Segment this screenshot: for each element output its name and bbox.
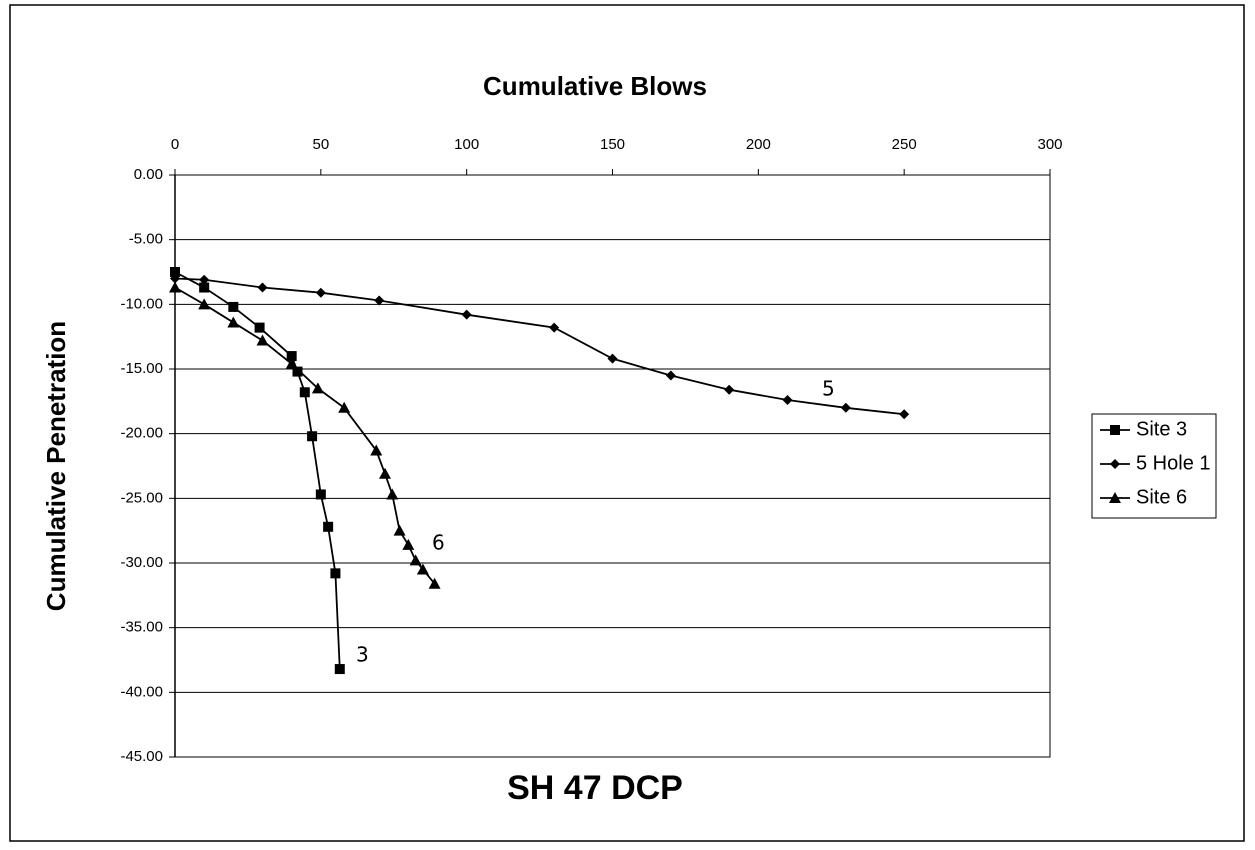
data-point	[285, 357, 298, 369]
data-point	[199, 274, 210, 285]
y-tick-label: -20.00	[120, 425, 163, 442]
legend-marker	[1109, 492, 1121, 503]
data-point	[256, 334, 269, 346]
data-point	[292, 366, 303, 377]
data-point	[379, 467, 391, 479]
data-point	[257, 282, 268, 293]
annotation: 5	[822, 377, 835, 401]
data-point	[370, 444, 383, 456]
data-point	[409, 554, 422, 566]
legend-marker	[1110, 459, 1120, 469]
legend-label: 5 Hole 1	[1136, 452, 1211, 474]
x-tick-label: 100	[454, 136, 479, 153]
y-tick-label: -35.00	[120, 619, 163, 636]
data-point	[782, 395, 793, 406]
data-point	[170, 273, 180, 284]
data-point	[840, 402, 851, 413]
x-tick-label: 0	[171, 136, 179, 153]
y-tick-label: -45.00	[120, 748, 163, 765]
data-point	[254, 322, 265, 333]
data-point	[315, 287, 326, 298]
data-point	[607, 353, 618, 364]
x-axis-title: Cumulative Blows	[483, 71, 707, 101]
x-tick-label: 50	[312, 136, 329, 153]
data-point	[228, 301, 239, 312]
data-point	[393, 524, 406, 536]
legend-marker	[1110, 425, 1120, 435]
annotation: 6	[432, 531, 445, 555]
data-point	[899, 409, 910, 420]
data-point	[330, 568, 341, 579]
data-point	[461, 309, 472, 320]
data-point	[428, 577, 441, 589]
data-point	[549, 322, 560, 333]
legend-label: Site 3	[1136, 418, 1187, 440]
data-point	[724, 384, 735, 395]
y-tick-label: -10.00	[120, 295, 163, 312]
data-point	[286, 351, 297, 362]
data-point	[334, 664, 345, 675]
data-point	[665, 370, 676, 381]
x-tick-label: 300	[1037, 136, 1062, 153]
data-point	[198, 298, 211, 310]
data-point	[311, 382, 324, 394]
data-point	[307, 431, 318, 442]
y-axis-title: Cumulative Penetration	[41, 321, 71, 611]
data-point	[170, 267, 180, 277]
x-tick-label: 200	[746, 136, 771, 153]
data-point	[227, 316, 240, 328]
data-point	[299, 387, 310, 398]
data-point	[315, 489, 326, 500]
data-point	[386, 488, 399, 500]
y-tick-label: -15.00	[120, 360, 163, 377]
annotation: 3	[356, 643, 369, 667]
data-point	[323, 521, 334, 532]
data-point	[199, 282, 210, 293]
chart-frame	[9, 4, 1245, 842]
x-tick-label: 250	[892, 136, 917, 153]
y-tick-label: 0.00	[134, 166, 163, 183]
data-point	[416, 563, 429, 575]
y-tick-label: -30.00	[120, 554, 163, 571]
data-point	[169, 281, 181, 293]
y-tick-label: -40.00	[120, 683, 163, 700]
data-point	[402, 538, 415, 550]
data-point	[338, 401, 351, 413]
chart-title: SH 47 DCP	[507, 769, 683, 807]
y-tick-label: -5.00	[129, 231, 163, 248]
y-tick-label: -25.00	[120, 489, 163, 506]
x-tick-label: 150	[600, 136, 625, 153]
legend-label: Site 6	[1136, 486, 1187, 508]
data-point	[374, 295, 385, 306]
